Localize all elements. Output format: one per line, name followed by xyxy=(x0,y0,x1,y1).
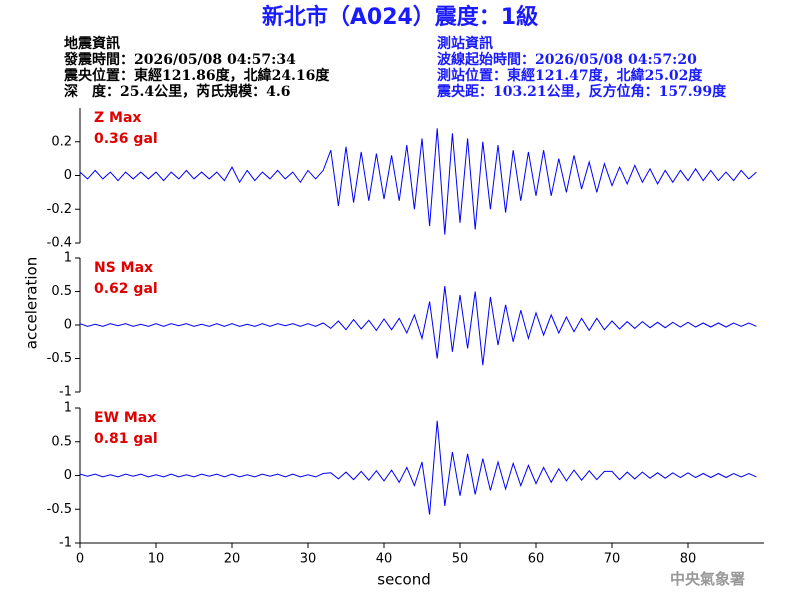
credit: 中央氣象署 xyxy=(670,570,745,588)
y-tick-label: -0.5 xyxy=(47,351,72,366)
info-line: 深 度：25.4公里，芮氏規模：4.6 xyxy=(64,83,290,100)
x-tick-label: 60 xyxy=(528,552,545,567)
y-tick-label: -1 xyxy=(59,385,72,400)
x-tick-label: 0 xyxy=(76,552,84,567)
info-line: 地震資訊 xyxy=(64,35,120,52)
max-annotation: 0.36 gal xyxy=(94,131,158,147)
y-tick-label: 0.5 xyxy=(51,434,72,449)
y-tick-label: 1 xyxy=(64,401,72,416)
y-tick-label: 0 xyxy=(64,318,72,333)
x-axis-label: second xyxy=(377,571,431,589)
waveform xyxy=(79,286,757,366)
chart-title: 新北市（A024）震度：1級 xyxy=(262,4,538,30)
max-annotation: 0.62 gal xyxy=(94,281,158,297)
x-tick-label: 80 xyxy=(680,552,697,567)
x-tick-label: 30 xyxy=(300,552,317,567)
x-tick-label: 50 xyxy=(452,552,469,567)
info-line: 測站資訊 xyxy=(437,35,493,52)
waveform xyxy=(79,420,757,515)
y-tick-label: 1 xyxy=(64,251,72,266)
info-line: 震央距：103.21公里，反方位角：157.99度 xyxy=(436,83,727,100)
x-tick-label: 20 xyxy=(224,552,241,567)
max-annotation: EW Max xyxy=(94,410,156,426)
info-line: 波線起始時間：2026/05/08 04:57:20 xyxy=(437,51,697,68)
max-annotation: NS Max xyxy=(94,260,153,276)
waveform xyxy=(79,128,757,235)
x-tick-label: 70 xyxy=(604,552,621,567)
max-annotation: 0.81 gal xyxy=(94,431,158,447)
info-line: 測站位置：東經121.47度，北緯25.02度 xyxy=(437,67,703,84)
y-tick-label: -0.4 xyxy=(47,236,72,251)
y-tick-label: -1 xyxy=(59,536,72,551)
x-tick-label: 10 xyxy=(148,552,165,567)
y-tick-label: -0.5 xyxy=(47,502,72,517)
x-tick-label: 40 xyxy=(376,552,393,567)
y-tick-label: -0.2 xyxy=(47,202,72,217)
y-tick-label: 0 xyxy=(64,168,72,183)
info-line: 震央位置：東經121.86度，北緯24.16度 xyxy=(63,67,330,84)
y-tick-label: 0.2 xyxy=(51,134,72,149)
info-line: 發震時間：2026/05/08 04:57:34 xyxy=(63,51,296,68)
y-axis-label: acceleration xyxy=(23,257,41,349)
y-tick-label: 0.5 xyxy=(51,284,72,299)
y-tick-label: 0 xyxy=(64,468,72,483)
max-annotation: Z Max xyxy=(94,110,141,126)
